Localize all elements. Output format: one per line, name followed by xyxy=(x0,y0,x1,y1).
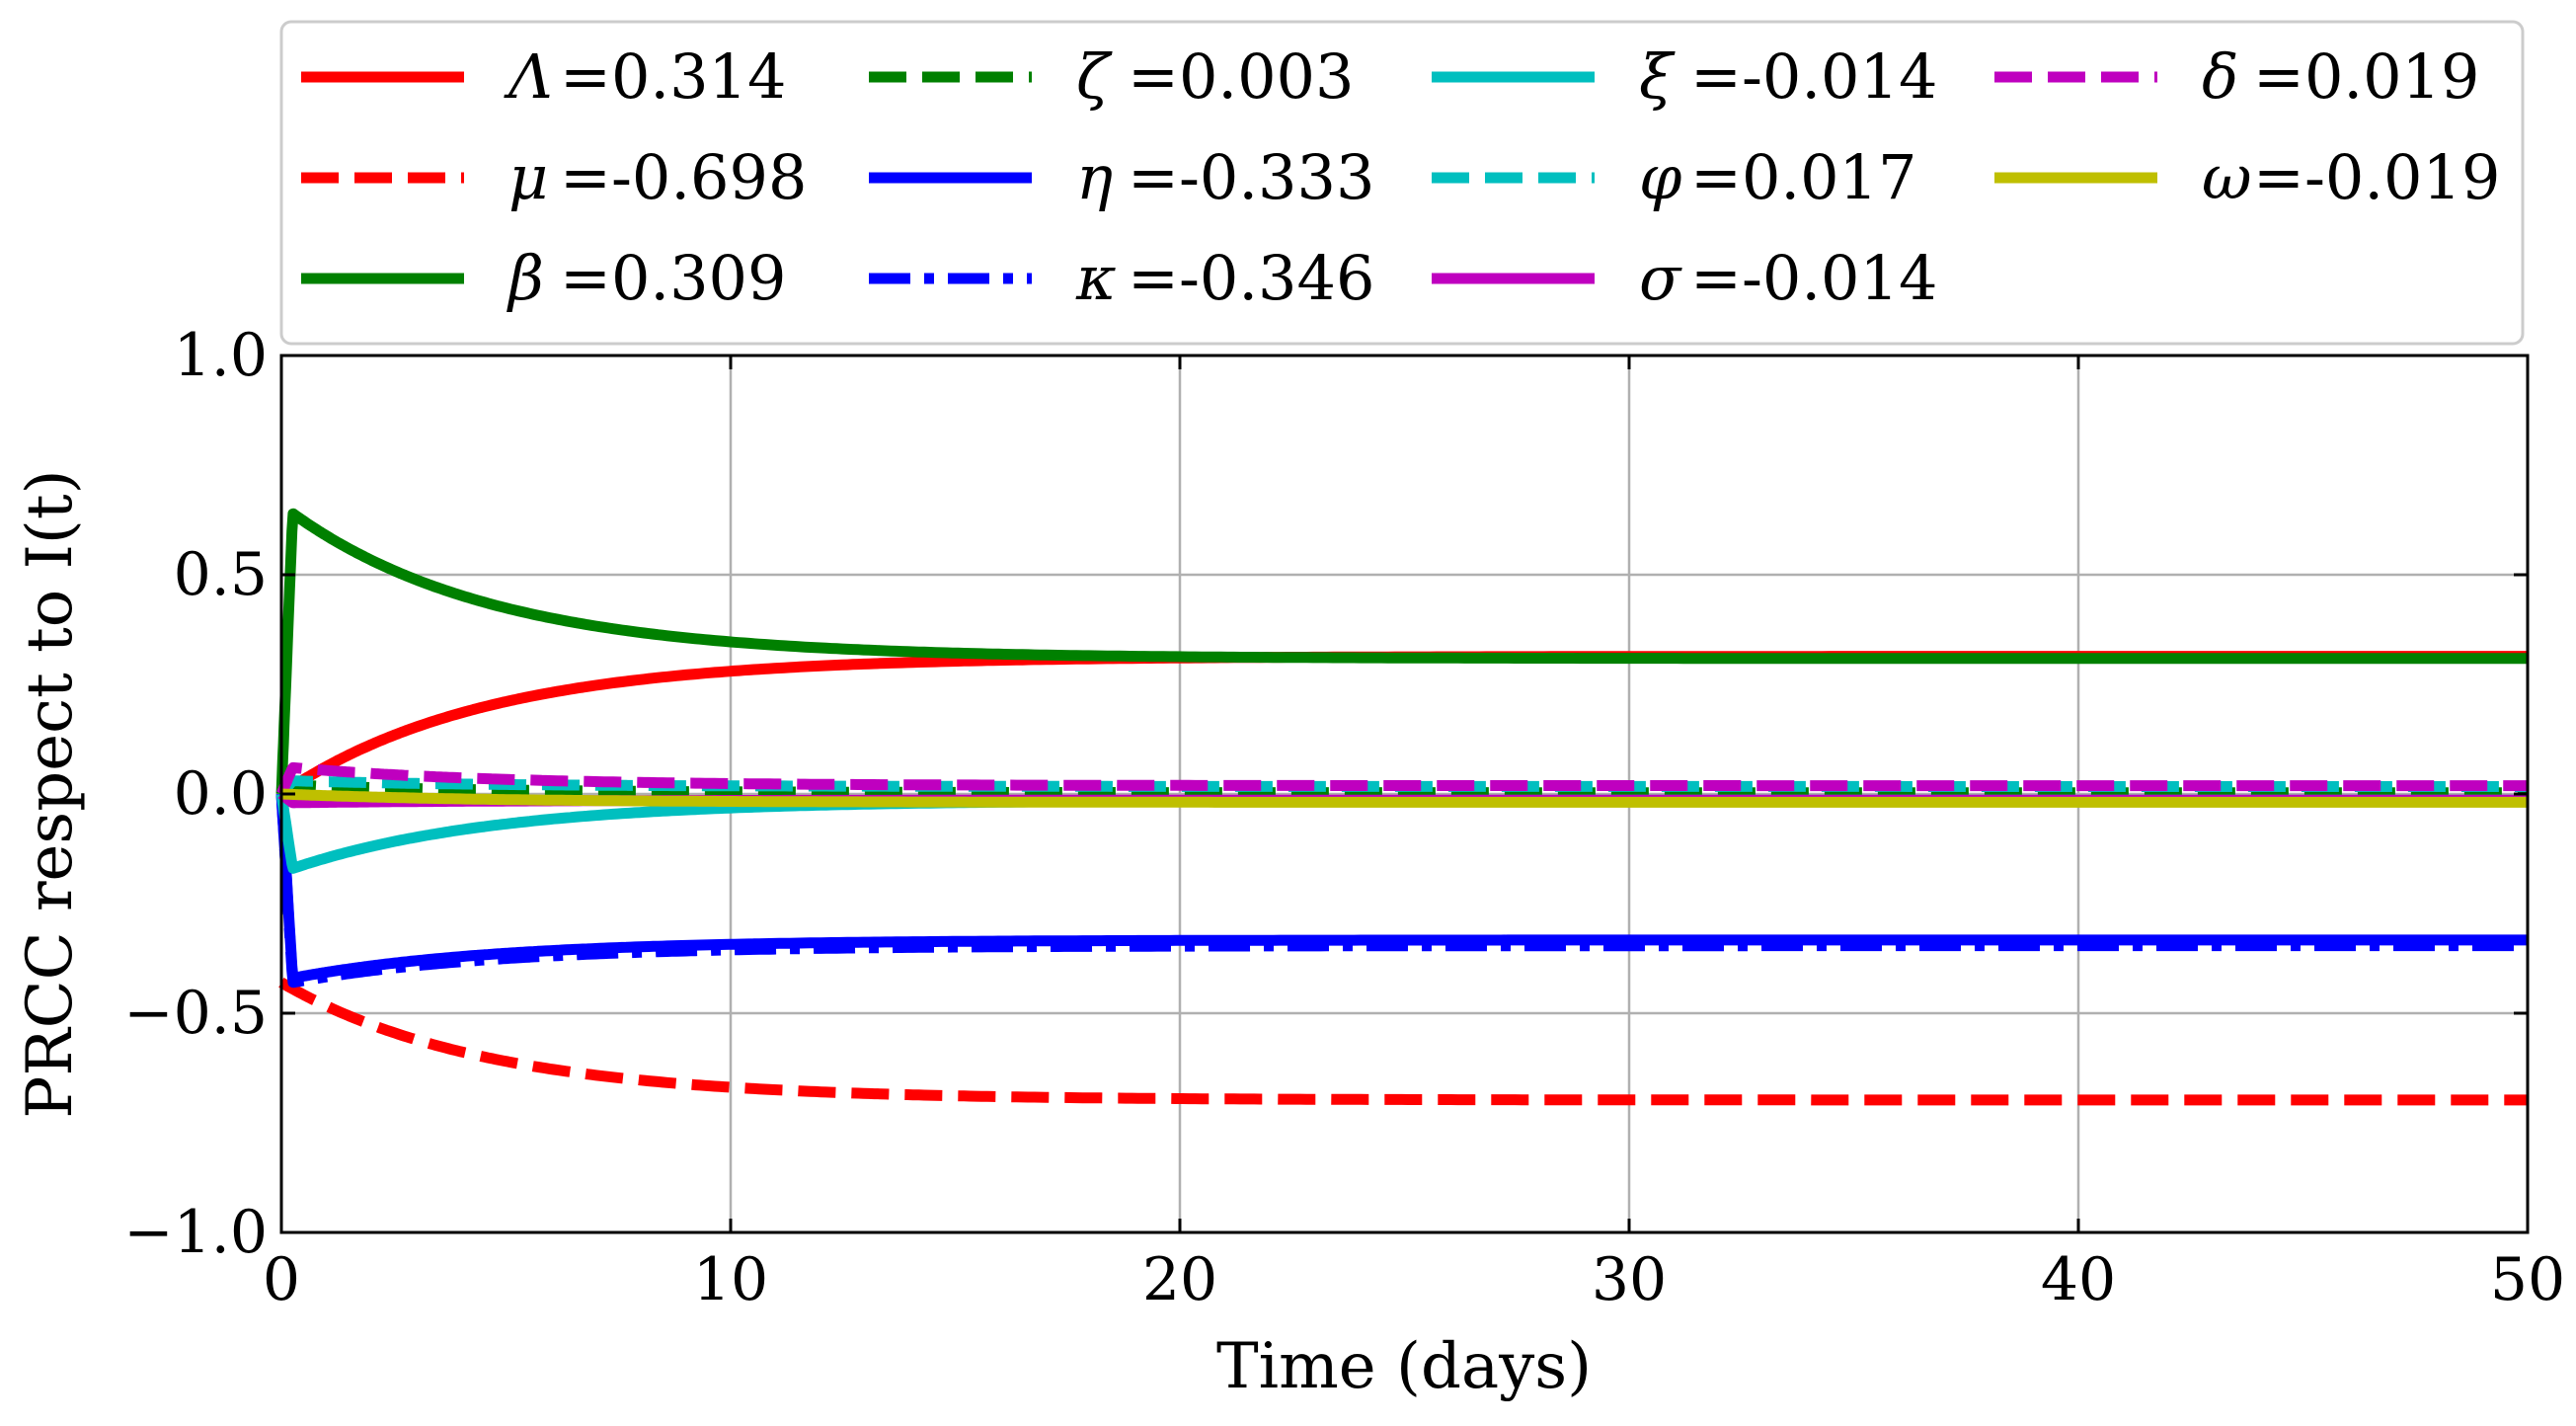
legend-value-eta: =-0.333 xyxy=(1128,141,1374,213)
y-tick-label: 1.0 xyxy=(174,321,268,390)
legend-value-lambda: =0.314 xyxy=(560,40,786,113)
legend-frame xyxy=(279,20,2525,346)
legend-symbol-beta: β xyxy=(507,242,544,314)
y-tick-label: 0.0 xyxy=(174,759,268,829)
x-tick-label: 30 xyxy=(1592,1245,1667,1314)
legend-value-omega: =-0.019 xyxy=(2253,141,2500,213)
series-line-mu xyxy=(275,977,2528,1106)
legend-symbol-mu: μ xyxy=(508,141,548,213)
legend-symbol-varphi: φ xyxy=(1639,141,1682,213)
y-tick-label: −0.5 xyxy=(123,979,268,1048)
legend-value-beta: =0.309 xyxy=(560,242,786,314)
x-tick-label: 40 xyxy=(2041,1245,2116,1314)
y-axis-title: PRCC respect to I(t) xyxy=(14,469,87,1118)
legend-symbol-sigma: σ xyxy=(1639,242,1682,314)
series-line-kappa xyxy=(275,791,2528,989)
legend-value-mu: =-0.698 xyxy=(560,141,807,213)
legend-symbol-delta: δ xyxy=(2202,40,2238,113)
legend-symbol-zeta: ζ xyxy=(1076,40,1113,113)
x-tick-label: 50 xyxy=(2490,1245,2565,1314)
series-line-omega xyxy=(275,788,2528,808)
series-line-beta xyxy=(275,508,2528,796)
legend-value-xi: =-0.014 xyxy=(1690,40,1937,113)
legend-value-varphi: =0.017 xyxy=(1690,141,1916,213)
legend-value-zeta: =0.003 xyxy=(1128,40,1354,113)
legend-symbol-lambda: Λ xyxy=(504,40,553,113)
legend-symbol-omega: ω xyxy=(2202,141,2252,213)
legend-symbol-kappa: κ xyxy=(1075,242,1117,314)
x-tick-label: 10 xyxy=(693,1245,768,1314)
legend-symbol-eta: η xyxy=(1076,141,1113,213)
legend-value-delta: =0.019 xyxy=(2253,40,2479,113)
x-tick-label: 0 xyxy=(263,1245,300,1314)
legend-value-kappa: =-0.346 xyxy=(1128,242,1374,314)
x-tick-label: 20 xyxy=(1142,1245,1217,1314)
axis-ticks: 0 10 20 30 40 50 −1.0 −0.5 0.0 0.5 1.0 xyxy=(123,321,2565,1314)
series-line-eta xyxy=(275,791,2528,984)
y-tick-label: −1.0 xyxy=(123,1198,268,1267)
x-axis-title: Time (days) xyxy=(1216,1330,1592,1403)
series-lines xyxy=(275,508,2528,1106)
series-line-delta xyxy=(275,761,2528,800)
legend-symbol-xi: ξ xyxy=(1639,40,1676,113)
legend-value-sigma: =-0.014 xyxy=(1690,242,1937,314)
y-tick-label: 0.5 xyxy=(174,540,268,609)
